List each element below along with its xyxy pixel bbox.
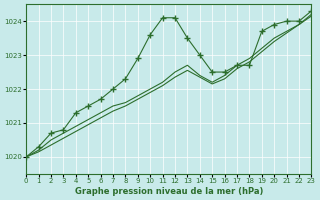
X-axis label: Graphe pression niveau de la mer (hPa): Graphe pression niveau de la mer (hPa) (75, 187, 263, 196)
